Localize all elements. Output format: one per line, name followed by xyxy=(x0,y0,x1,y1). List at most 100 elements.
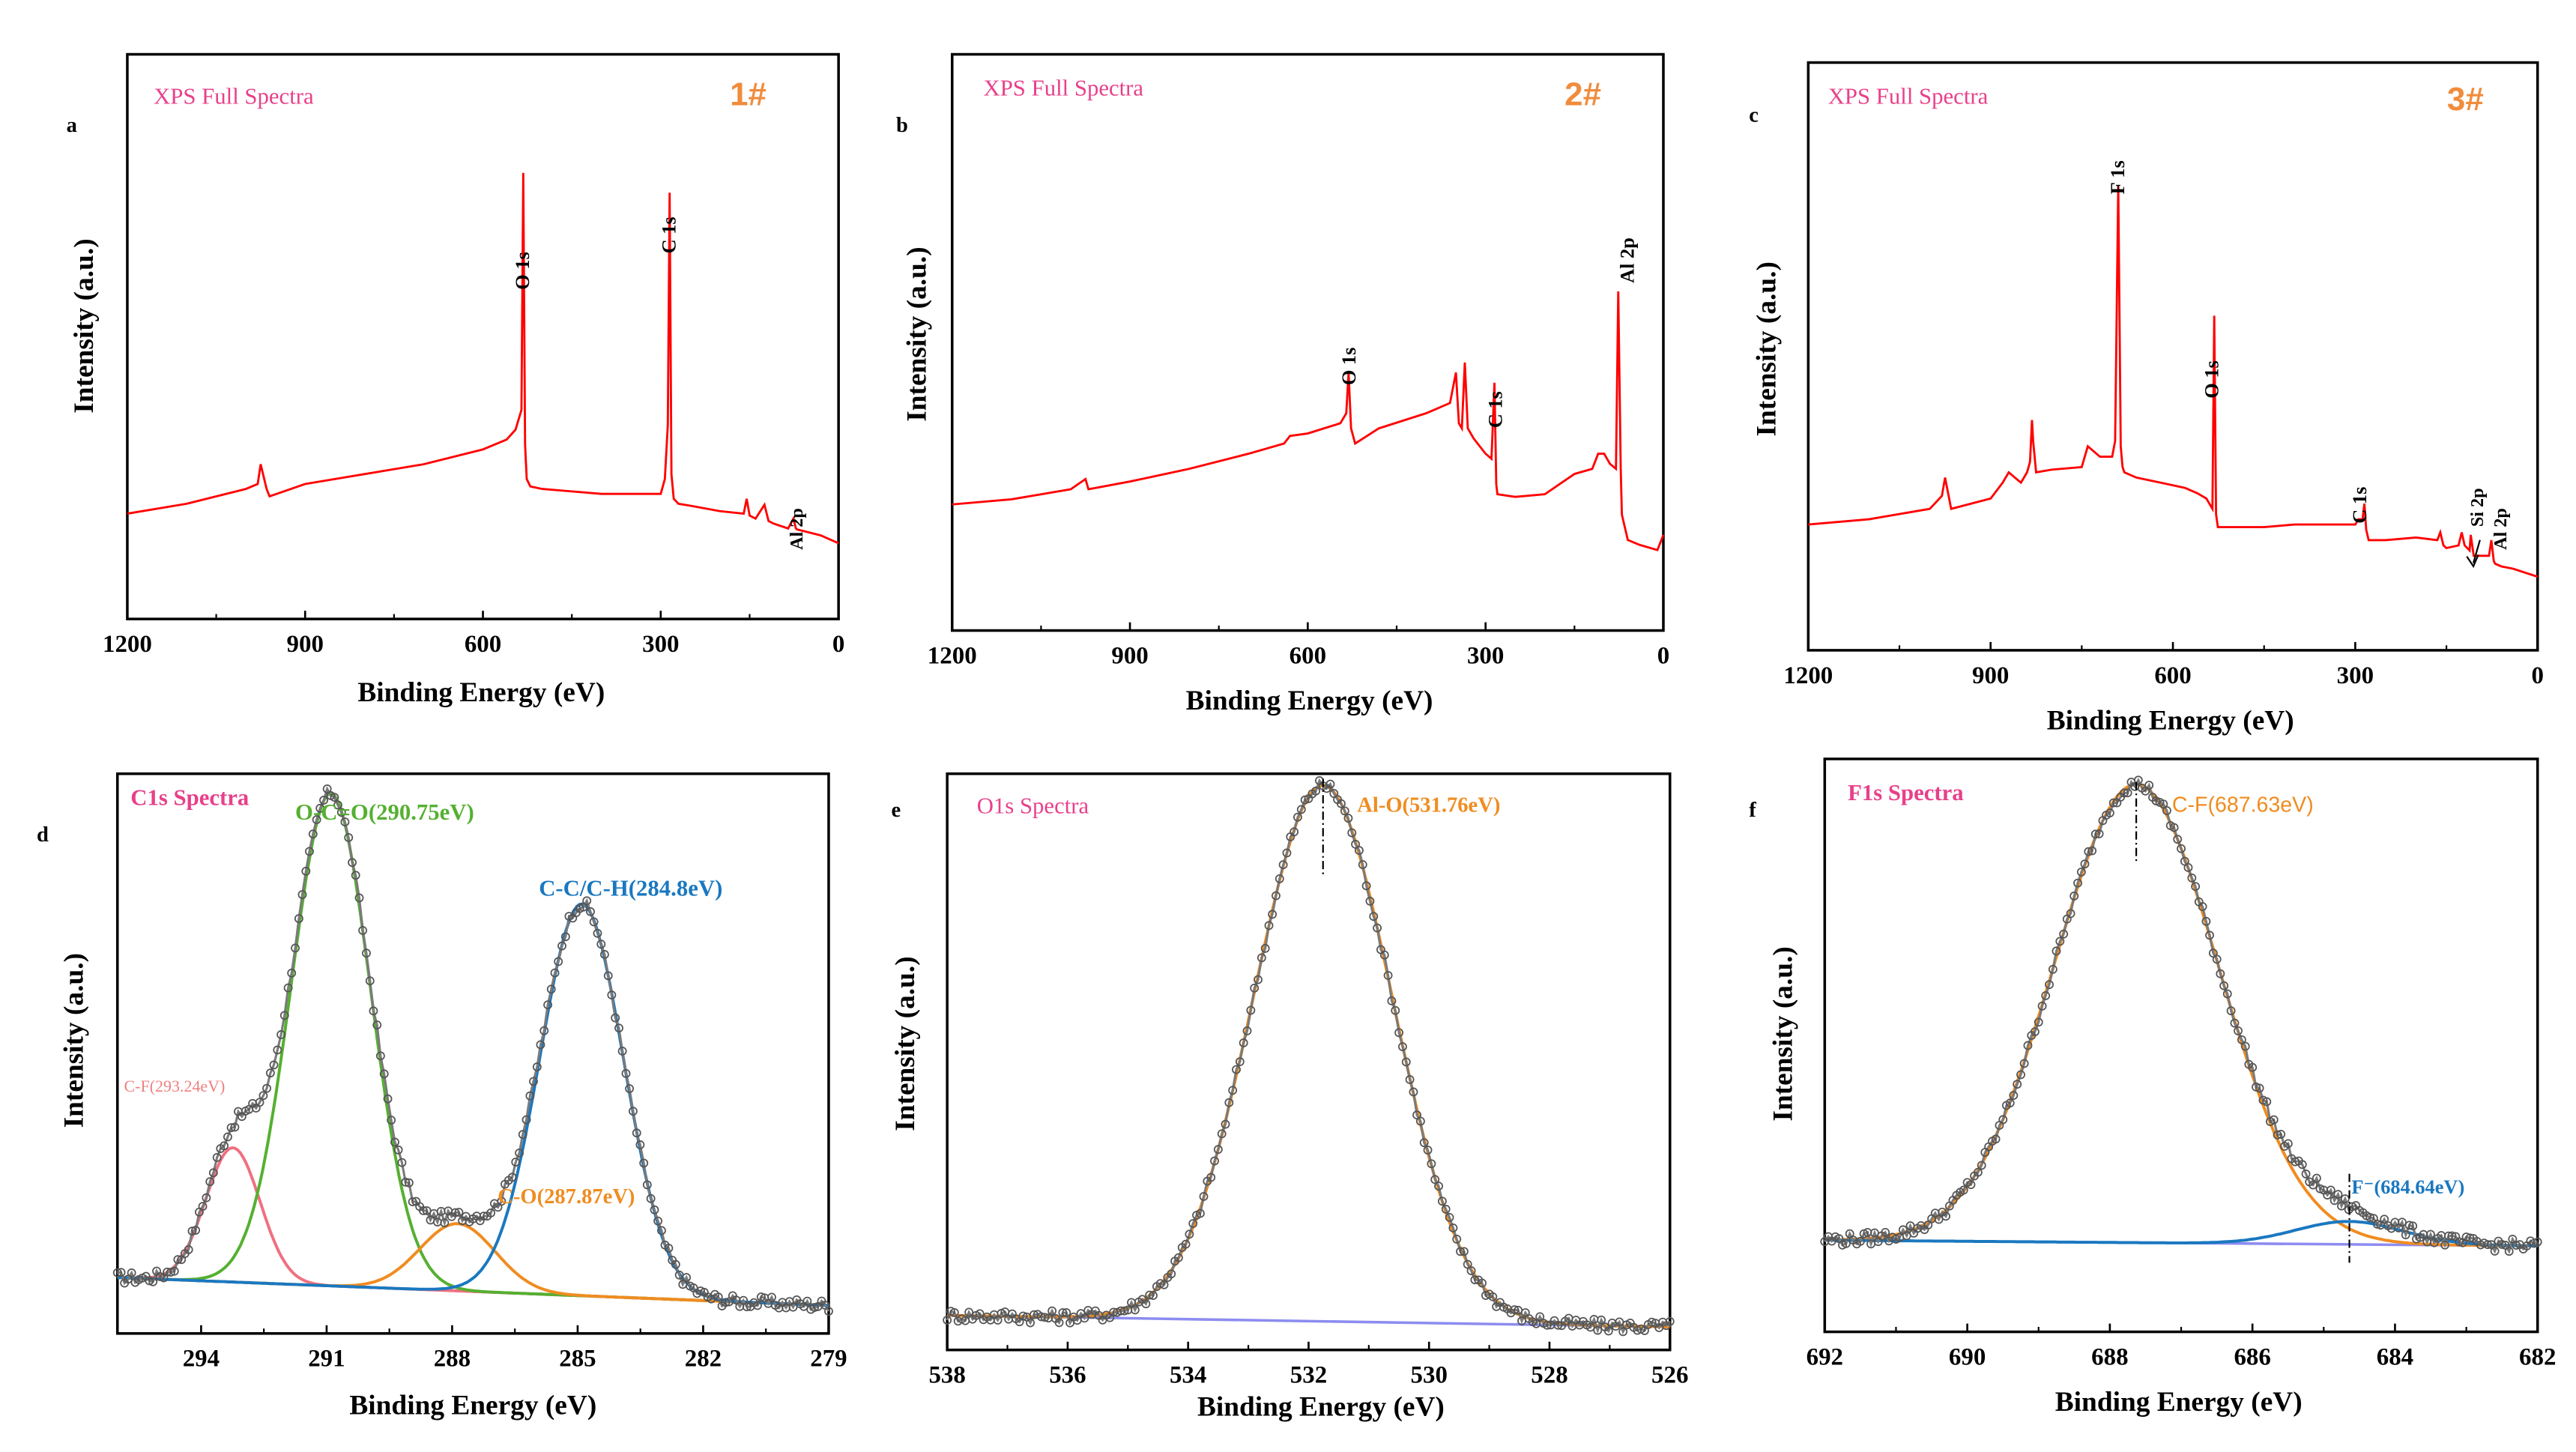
plot-frame xyxy=(950,52,1665,632)
data-point xyxy=(2052,946,2061,956)
data-point xyxy=(2380,1214,2389,1224)
data-point xyxy=(756,1292,766,1301)
x-axis-label: Binding Energy (eV) xyxy=(2055,1387,2303,1418)
data-point xyxy=(742,1302,752,1312)
x-axis-label: Binding Energy (eV) xyxy=(2047,705,2294,736)
data-point xyxy=(223,1132,232,1142)
data-point xyxy=(1199,1192,1209,1201)
data-point xyxy=(1347,828,1357,838)
data-point xyxy=(2309,1180,2318,1190)
data-point xyxy=(2009,1091,2019,1101)
data-point xyxy=(810,1303,819,1313)
x-ticks: 1200 900 600 300 0 xyxy=(1783,641,2544,689)
data-point xyxy=(2255,1083,2264,1093)
data-point xyxy=(226,1123,236,1133)
peak-label-f1s: F 1s xyxy=(2107,160,2129,194)
data-point xyxy=(632,1128,641,1138)
x-tick-label: 291 xyxy=(308,1346,345,1373)
data-point xyxy=(603,971,613,981)
data-point xyxy=(369,1006,378,1016)
data-point xyxy=(536,1040,545,1050)
x-ticks: 1200 900 600 300 0 xyxy=(103,611,844,658)
data-point xyxy=(265,1068,275,1078)
data-point xyxy=(1141,1299,1151,1309)
data-point xyxy=(273,1045,282,1055)
data-point xyxy=(507,1173,517,1182)
sample-label: 1# xyxy=(730,76,767,113)
x-tick-label: 1200 xyxy=(1783,662,1833,689)
x-ticks: 538 536 534 532 530 528 526 xyxy=(928,1341,1688,1389)
data-point xyxy=(291,943,300,953)
data-point xyxy=(1445,1212,1454,1222)
data-point xyxy=(1478,1278,1487,1288)
data-point xyxy=(1977,1161,1986,1170)
data-point xyxy=(220,1141,229,1151)
data-point xyxy=(802,1296,812,1306)
si2p-arrow xyxy=(2466,539,2481,569)
data-point xyxy=(949,1307,959,1317)
data-point xyxy=(1343,814,1353,823)
data-point xyxy=(1181,1239,1191,1249)
data-point xyxy=(1397,1042,1407,1051)
data-point xyxy=(440,1218,450,1228)
data-point xyxy=(358,925,368,935)
data-point xyxy=(283,983,293,993)
data-point xyxy=(1470,1275,1480,1285)
data-point xyxy=(315,803,325,813)
data-point xyxy=(2133,775,2143,785)
data-point xyxy=(308,829,318,839)
data-point xyxy=(546,984,556,994)
data-point xyxy=(1358,860,1367,869)
data-point xyxy=(258,1091,268,1101)
x-tick-label: 538 xyxy=(928,1362,965,1389)
data-point xyxy=(191,1226,201,1235)
y-axis-label: Intensity (a.u.) xyxy=(1768,946,1798,1121)
data-point xyxy=(1405,1075,1415,1084)
x-tick-label: 682 xyxy=(2519,1344,2556,1371)
data-point xyxy=(2013,1080,2022,1089)
x-tick-label: 900 xyxy=(287,631,324,658)
data-point xyxy=(2487,1240,2496,1250)
data-point xyxy=(2201,916,2211,926)
data-point xyxy=(1254,975,1263,984)
plot-frame xyxy=(1806,61,2539,652)
data-point xyxy=(397,1158,407,1167)
data-point xyxy=(1593,1325,1603,1335)
data-point xyxy=(1941,1211,1950,1221)
data-point xyxy=(560,932,570,942)
data-point xyxy=(276,1030,286,1039)
data-point xyxy=(2312,1173,2321,1183)
data-point xyxy=(721,1298,731,1307)
data-point xyxy=(2073,878,2082,888)
data-point xyxy=(2048,964,2058,974)
x-axis-label: Binding Energy (eV) xyxy=(357,677,605,708)
data-point xyxy=(2273,1130,2282,1140)
data-point xyxy=(340,817,350,827)
data-point xyxy=(1145,1290,1155,1300)
data-point xyxy=(279,1011,289,1020)
data-point xyxy=(2105,808,2114,817)
data-point xyxy=(404,1178,414,1188)
chart-title: XPS Full Spectra xyxy=(1828,83,1989,109)
data-point xyxy=(713,1292,723,1302)
x-tick-label: 530 xyxy=(1411,1362,1448,1389)
data-point xyxy=(2297,1160,2307,1170)
data-point xyxy=(479,1211,489,1221)
data-point xyxy=(1018,1311,1028,1321)
x-tick-label: 282 xyxy=(685,1346,722,1373)
data-point xyxy=(646,1194,656,1203)
series-line xyxy=(127,172,839,545)
data-point xyxy=(1239,1038,1248,1047)
data-point xyxy=(2326,1185,2335,1195)
x-tick-label: 0 xyxy=(832,631,844,658)
data-point xyxy=(2276,1129,2286,1139)
data-point xyxy=(148,1277,158,1286)
data-point xyxy=(1618,1327,1628,1337)
envelope-line xyxy=(946,778,1671,1335)
data-point xyxy=(2080,859,2090,869)
data-point xyxy=(1383,970,1393,980)
panel-letter: b xyxy=(896,114,908,137)
data-point xyxy=(543,1000,553,1010)
panel-e: e O1s Spectra 538 536 534 532 530 528 526 Al-O… xyxy=(890,772,1688,1423)
data-point xyxy=(287,968,297,978)
